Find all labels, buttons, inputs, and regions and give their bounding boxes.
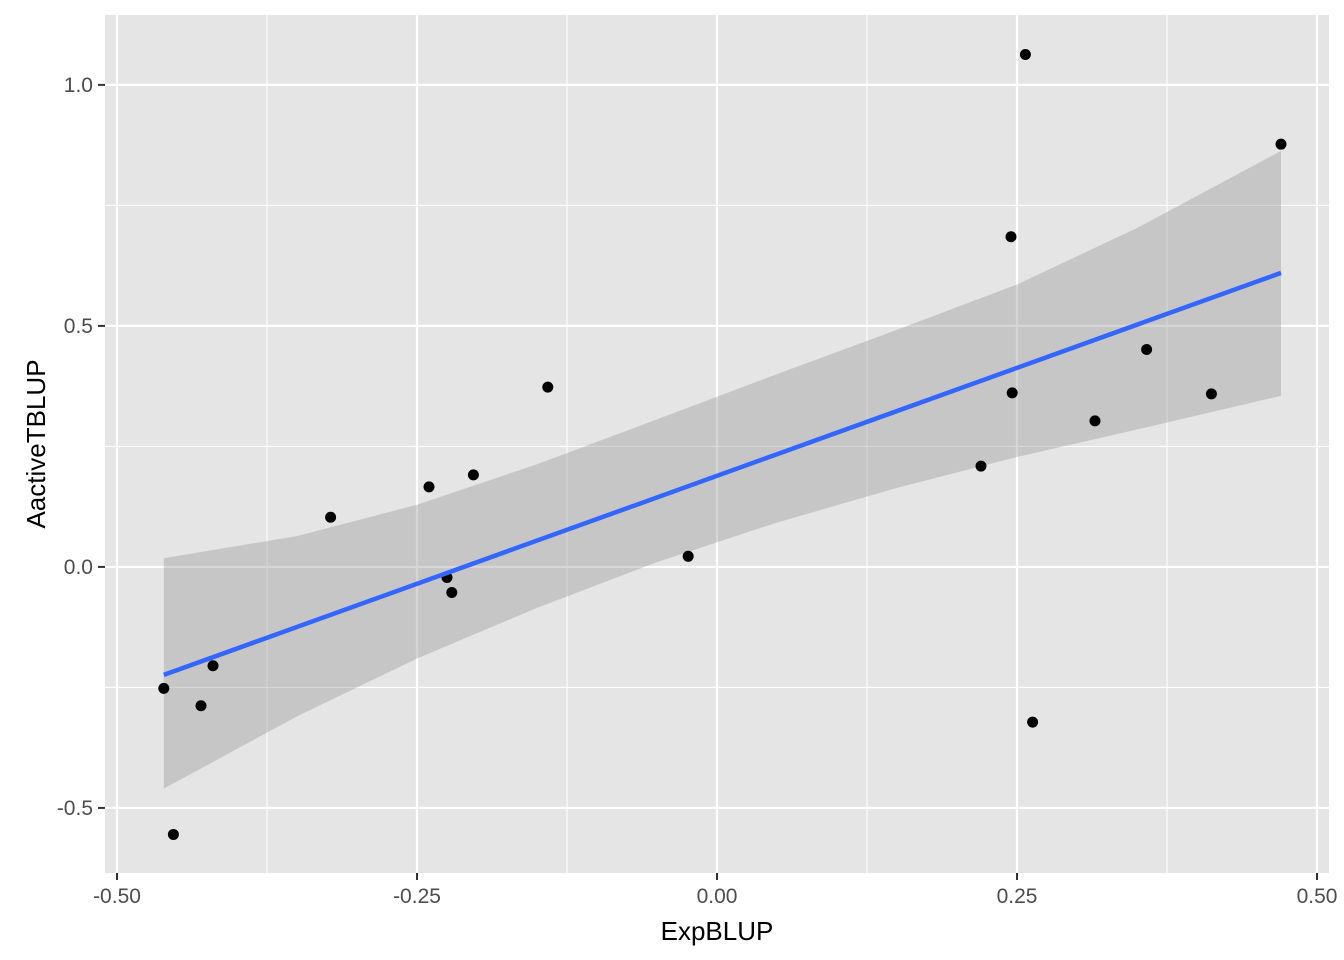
y-axis: -0.5 0.0 0.5 1.0 [57,74,105,820]
data-point [682,550,694,562]
y-axis-title: AactiveTBLUP [21,359,51,528]
confidence-band [163,150,1281,789]
regression-line [163,270,1282,678]
y-tick-label: 0.5 [64,315,93,338]
y-tick-label: 0.0 [64,556,93,579]
x-axis-title: ExpBLUP [661,916,774,946]
data-point [423,481,435,493]
y-tick-label: -0.5 [57,797,93,820]
data-point [1141,344,1153,356]
data-point [158,682,170,694]
data-point [1205,388,1217,400]
data-point [1005,231,1017,243]
data-point [325,511,337,523]
x-tick-label: -0.25 [393,885,441,908]
x-tick-label: -0.50 [93,885,141,908]
major-gridlines [105,15,1329,873]
data-point [167,828,179,840]
data-point [1089,415,1101,427]
x-axis: -0.50 -0.25 0.00 0.25 0.50 [93,873,1337,908]
data-point [1027,716,1039,728]
data-point [467,469,479,481]
x-tick-label: 0.50 [1297,885,1338,908]
data-point [1275,138,1287,150]
x-tick-label: 0.00 [697,885,738,908]
data-point [1006,387,1018,399]
data-point [195,700,207,712]
x-tick-label: 0.25 [997,885,1038,908]
data-point [446,586,458,598]
data-point [207,660,219,672]
data-point [1019,49,1031,61]
data-point [975,460,987,472]
data-point [542,381,554,393]
y-tick-label: 1.0 [64,74,93,97]
